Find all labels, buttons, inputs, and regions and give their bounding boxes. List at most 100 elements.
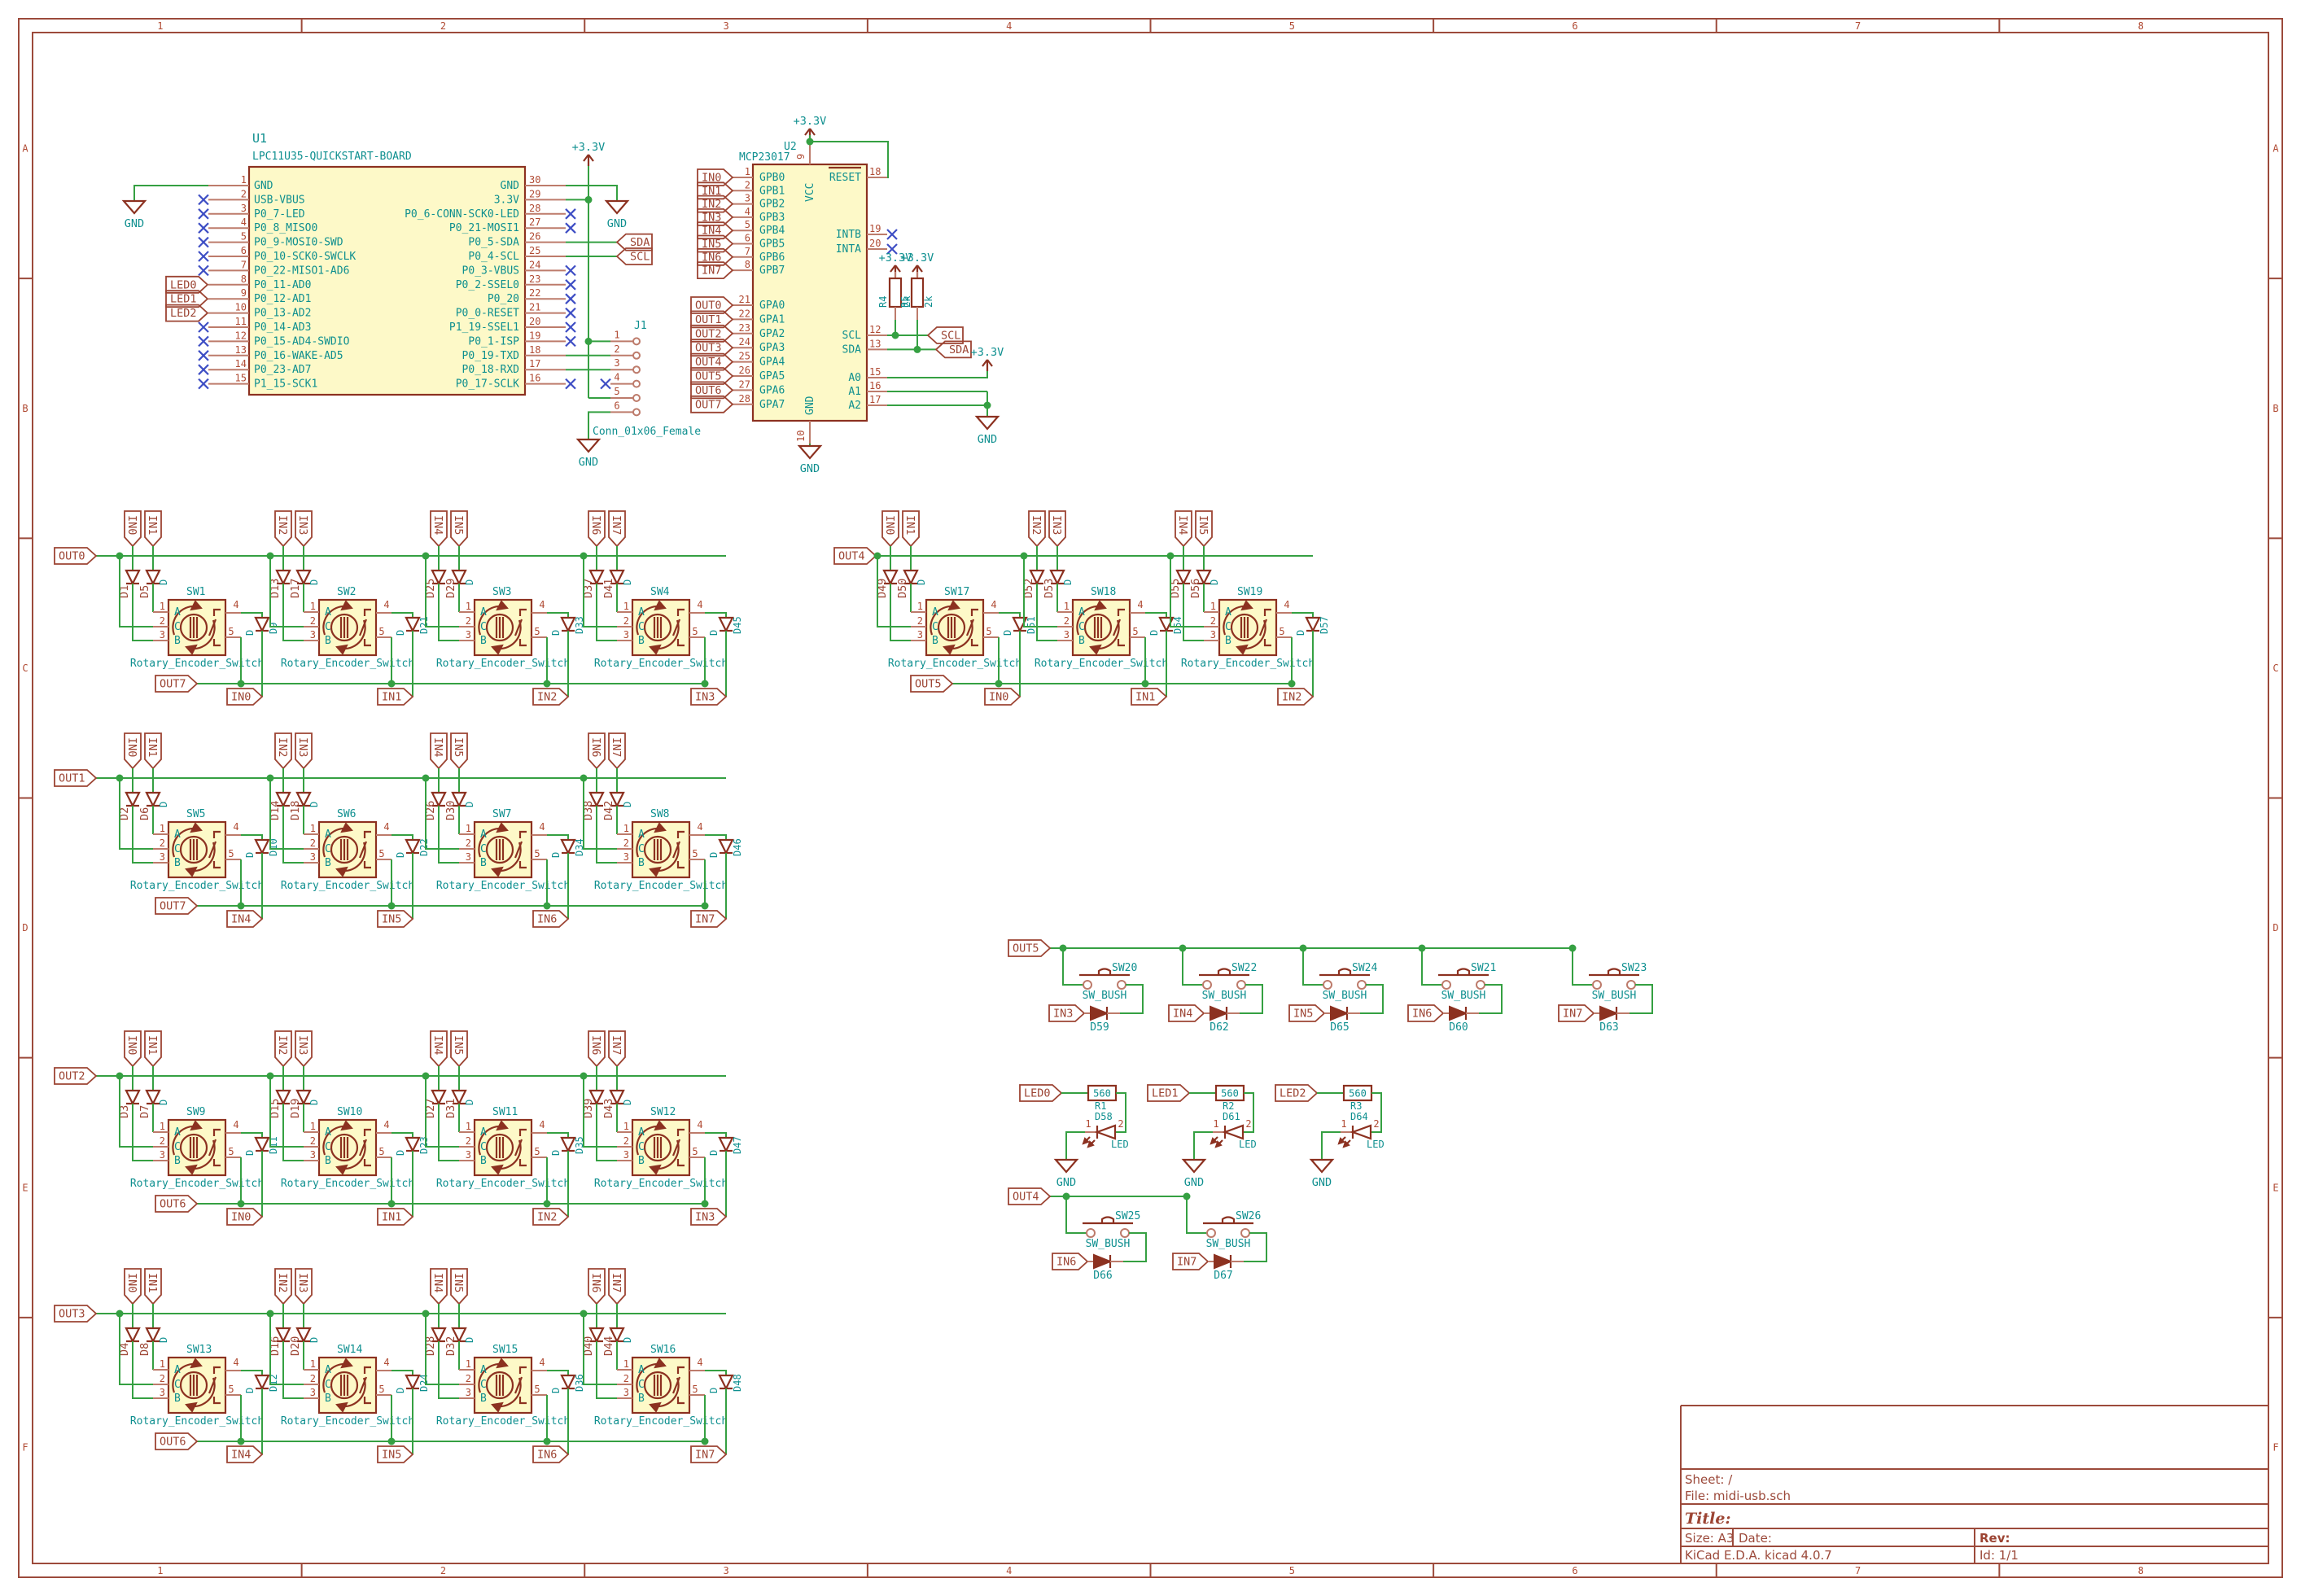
label-top-a[interactable]: IN2: [274, 732, 292, 770]
label-scl[interactable]: SCL: [615, 247, 653, 265]
label-in7[interactable]: IN7: [697, 261, 734, 280]
label-bottom[interactable]: IN0: [984, 688, 1021, 706]
gnd-power-icon[interactable]: GND: [1053, 1158, 1079, 1189]
label-top-b[interactable]: IN5: [450, 1268, 468, 1305]
diode-icon[interactable]: [1093, 1253, 1113, 1270]
diode-icon[interactable]: [718, 616, 734, 633]
label-bottom[interactable]: IN1: [377, 688, 414, 706]
label-top-b[interactable]: IN7: [608, 510, 626, 548]
label-out5[interactable]: OUT5: [910, 675, 954, 693]
label-top-a[interactable]: IN6: [588, 510, 606, 548]
push-cell-sw23[interactable]: SW23 SW_BUSH IN7 D63: [1558, 944, 1653, 1034]
label-bottom[interactable]: IN5: [377, 1445, 414, 1463]
label-out7[interactable]: OUT7: [690, 395, 734, 413]
label-out7[interactable]: OUT7: [155, 675, 199, 693]
diode-icon[interactable]: [560, 838, 576, 855]
u2-body[interactable]: [751, 163, 868, 422]
label-out0[interactable]: OUT0: [54, 547, 98, 565]
u1-body[interactable]: [247, 165, 527, 396]
label-led2[interactable]: LED2: [1275, 1084, 1319, 1102]
diode-icon[interactable]: [1330, 1005, 1350, 1021]
label-top-b[interactable]: IN1: [144, 1030, 162, 1068]
label-top-a[interactable]: IN6: [588, 732, 606, 770]
label-top-b[interactable]: IN3: [295, 1030, 313, 1068]
encoder-cell-sw6[interactable]: IN2 IN3 D14 D18 D SW6 Rotary_Encoder_Switch 1 A2…: [266, 732, 431, 928]
component-r4[interactable]: +3.3V R4 2k: [877, 251, 912, 335]
label-top-a[interactable]: IN4: [430, 510, 448, 548]
label-bottom[interactable]: IN5: [377, 910, 414, 928]
label-top-b[interactable]: IN3: [295, 510, 313, 548]
label-top-b[interactable]: IN5: [450, 1030, 468, 1068]
label-led2[interactable]: LED2: [165, 304, 209, 322]
label-out6[interactable]: OUT6: [155, 1432, 199, 1450]
encoder-cell-sw5[interactable]: IN0 IN1 D2 D6 D SW5 Rotary_Encoder_Switch 1 A2 C3…: [116, 732, 280, 928]
diode-icon[interactable]: [125, 1089, 141, 1106]
label-led1[interactable]: LED1: [1147, 1084, 1191, 1102]
label-top-b[interactable]: IN7: [608, 1030, 626, 1068]
label-bottom[interactable]: IN6: [532, 1445, 570, 1463]
label-top-a[interactable]: IN2: [274, 1268, 292, 1305]
label-bottom[interactable]: IN1: [377, 1208, 414, 1226]
encoder-cell-sw4[interactable]: IN6 IN7 D37 D41 D SW4 Rotary_Encoder_Switch 1 A2…: [580, 510, 744, 706]
diode-icon[interactable]: [405, 616, 421, 633]
label-in3[interactable]: IN3: [1048, 1004, 1086, 1022]
label-top-b[interactable]: IN3: [295, 732, 313, 770]
diode-icon[interactable]: [254, 1374, 270, 1391]
label-top-b[interactable]: IN7: [608, 732, 626, 770]
label-top-a[interactable]: IN0: [124, 510, 142, 548]
label-out4[interactable]: OUT4: [1008, 1187, 1052, 1205]
label-bottom[interactable]: IN3: [690, 1208, 728, 1226]
label-top-a[interactable]: IN0: [881, 510, 899, 548]
gnd-power-icon[interactable]: GND: [974, 415, 1000, 446]
label-top-a[interactable]: IN4: [430, 1030, 448, 1068]
label-top-b[interactable]: IN1: [144, 732, 162, 770]
encoder-cell-sw11[interactable]: IN4 IN5 D27 D31 D SW11 Rotary_Encoder_Switch 1 A…: [422, 1030, 586, 1226]
label-out7[interactable]: OUT7: [155, 897, 199, 915]
p33-power-icon[interactable]: +3.3V: [879, 251, 912, 277]
push-cell-sw26[interactable]: SW26 SW_BUSH IN7 D67: [1172, 1192, 1267, 1283]
diode-icon[interactable]: [405, 1136, 421, 1153]
label-top-a[interactable]: IN4: [430, 1268, 448, 1305]
label-top-a[interactable]: IN0: [124, 732, 142, 770]
label-in5[interactable]: IN5: [1288, 1004, 1326, 1022]
diode-icon[interactable]: [718, 1136, 734, 1153]
push-cell-sw20[interactable]: SW20 SW_BUSH IN3 D59: [1048, 944, 1144, 1034]
diode-icon[interactable]: [560, 1374, 576, 1391]
label-top-b[interactable]: IN3: [1048, 510, 1066, 548]
label-in7[interactable]: IN7: [1558, 1004, 1595, 1022]
label-out6[interactable]: OUT6: [155, 1195, 199, 1213]
diode-icon[interactable]: [254, 1136, 270, 1153]
label-bottom[interactable]: IN0: [226, 688, 264, 706]
p33-power-icon[interactable]: +3.3V: [572, 141, 606, 166]
diode-icon[interactable]: [405, 838, 421, 855]
component-u1[interactable]: U1 LPC11U35-QUICKSTART-BOARD 1 GND 2 USB-VBUS…: [121, 131, 653, 398]
diode-icon[interactable]: [254, 616, 270, 633]
diode-icon[interactable]: [1449, 1005, 1468, 1021]
gnd-power-icon[interactable]: GND: [575, 438, 601, 469]
diode-icon[interactable]: [1599, 1005, 1619, 1021]
label-bottom[interactable]: IN2: [532, 688, 570, 706]
label-top-b[interactable]: IN7: [608, 1268, 626, 1305]
diode-icon[interactable]: [405, 1374, 421, 1391]
label-out4[interactable]: OUT4: [833, 547, 877, 565]
encoder-cell-sw8[interactable]: IN6 IN7 D38 D42 D SW8 Rotary_Encoder_Switch 1 A2…: [580, 732, 744, 928]
label-top-a[interactable]: IN0: [124, 1268, 142, 1305]
diode-icon[interactable]: [1210, 1005, 1229, 1021]
encoder-cell-sw14[interactable]: IN2 IN3 D16 D20 D SW14 Rotary_Encoder_Switch 1 A…: [266, 1268, 431, 1463]
diode-icon[interactable]: [1090, 1005, 1109, 1021]
encoder-cell-sw9[interactable]: IN0 IN1 D3 D7 D SW9 Rotary_Encoder_Switch 1 A2 C3…: [116, 1030, 280, 1226]
encoder-cell-sw3[interactable]: IN4 IN5 D25 D29 D SW3 Rotary_Encoder_Switch 1 A2…: [422, 510, 586, 706]
gnd-power-icon[interactable]: GND: [1309, 1158, 1335, 1189]
label-out1[interactable]: OUT1: [54, 769, 98, 787]
label-top-a[interactable]: IN0: [124, 1030, 142, 1068]
encoder-cell-sw2[interactable]: IN2 IN3 D13 D17 D SW2 Rotary_Encoder_Switch 1 A2…: [266, 510, 431, 706]
label-top-b[interactable]: IN1: [144, 1268, 162, 1305]
diode-icon[interactable]: [125, 569, 141, 586]
label-in6[interactable]: IN6: [1052, 1253, 1089, 1270]
